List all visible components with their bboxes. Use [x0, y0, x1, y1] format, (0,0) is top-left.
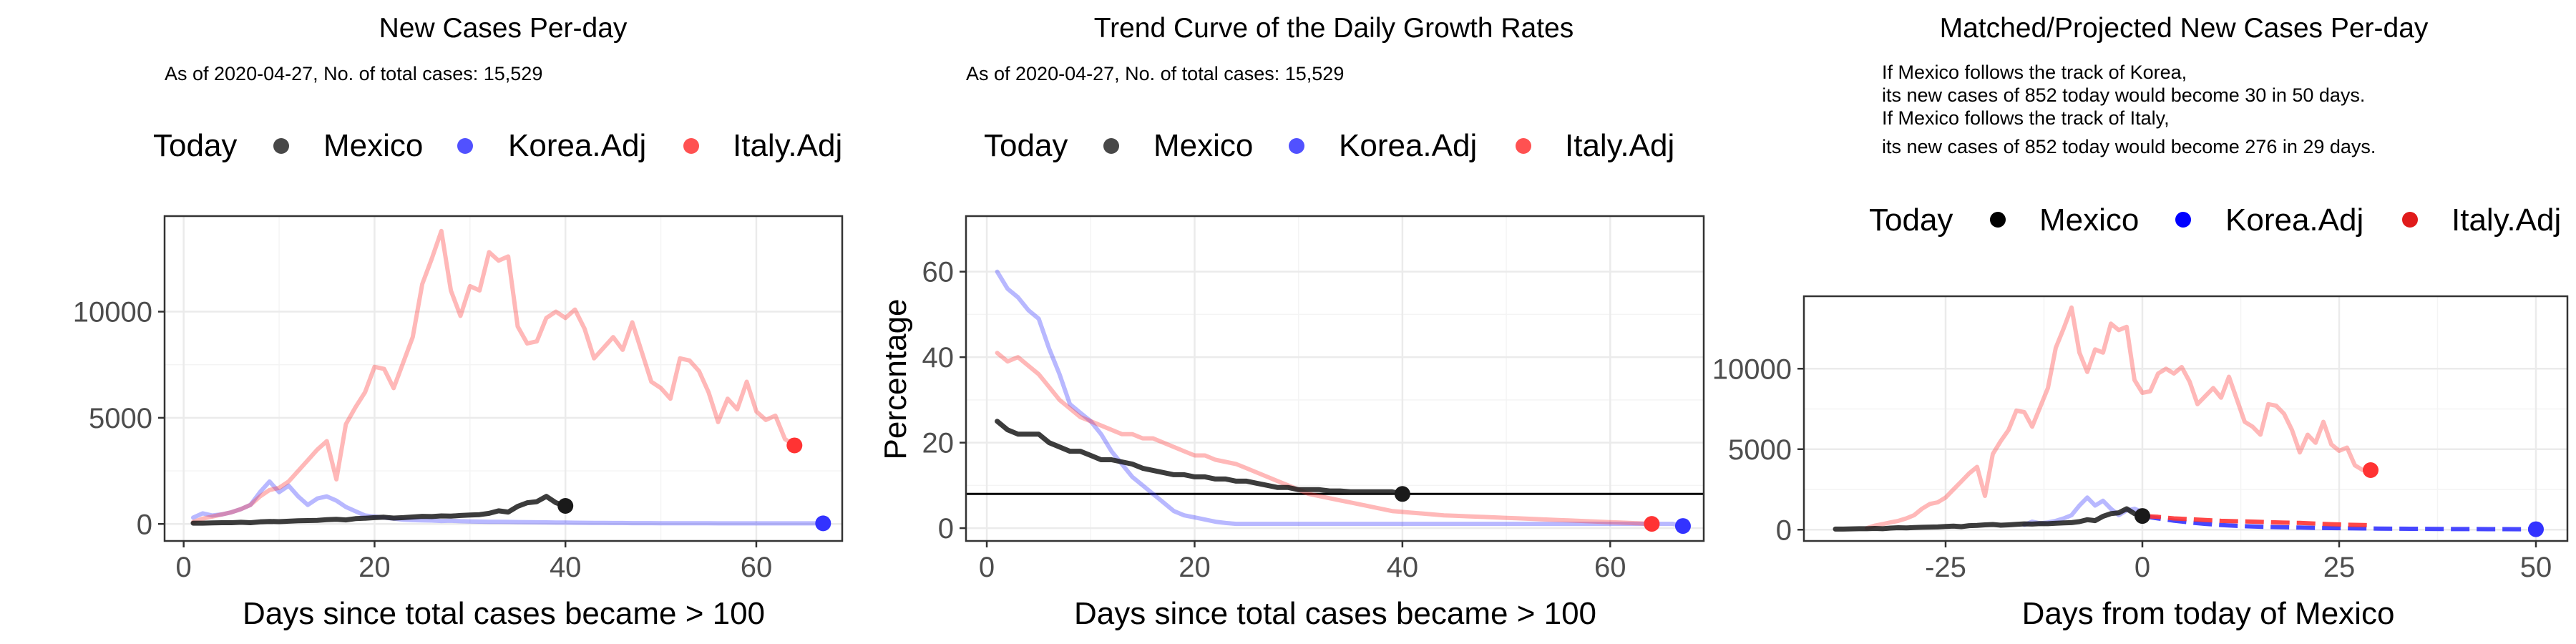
x-tick-label: 0	[176, 552, 192, 583]
x-tick-label: 60	[741, 552, 773, 583]
series-line-italy	[1865, 305, 2373, 530]
series-line-mexico	[1833, 506, 2145, 532]
legend: Today Mexico Korea.Adj Italy.Adj	[984, 128, 1674, 163]
x-tick-label: 0	[979, 552, 995, 583]
legend: Today Mexico Korea.Adj Italy.Adj	[153, 128, 842, 163]
legend-label-mexico: Mexico	[323, 128, 423, 163]
chart-subtitle-line-2: its new cases of 852 today would become …	[1882, 84, 2365, 106]
grid	[165, 216, 842, 541]
legend-key-italy	[1516, 138, 1531, 154]
series-line-italy	[191, 228, 797, 525]
y-axis: 0 5000 10000	[1712, 353, 1804, 546]
chart-title: New Cases Per-day	[379, 13, 628, 44]
today-point-italy	[1644, 516, 1660, 532]
x-tick-label: 25	[2323, 552, 2356, 583]
today-point-italy	[786, 437, 803, 454]
legend-key-korea	[1289, 138, 1304, 154]
legend-label-italy: Italy.Adj	[1565, 128, 1674, 163]
x-axis: 0 20 40 60	[176, 541, 773, 583]
y-tick-label: 5000	[1728, 434, 1792, 466]
series-line-italy-projected	[2142, 514, 2371, 527]
x-tick-label: 50	[2520, 552, 2552, 583]
today-point-korea	[2528, 521, 2544, 537]
series-line-mexico	[995, 419, 1405, 497]
y-tick-label: 20	[922, 428, 955, 459]
today-point-mexico	[2135, 508, 2150, 525]
x-tick-label: 20	[1179, 552, 1211, 583]
x-axis-title: Days since total cases became > 100	[1074, 596, 1596, 631]
legend-title: Today	[153, 128, 237, 163]
chart-title: Trend Curve of the Daily Growth Rates	[1094, 13, 1574, 44]
x-tick-label: 60	[1594, 552, 1626, 583]
chart-subtitle: As of 2020-04-27, No. of total cases: 15…	[966, 63, 1344, 84]
x-tick-label: 20	[358, 552, 391, 583]
chart-daily-growth-rates: Trend Curve of the Daily Growth Rates As…	[878, 13, 1705, 631]
legend-label-italy: Italy.Adj	[2451, 203, 2561, 238]
y-tick-label: 0	[938, 513, 954, 545]
legend-label-korea: Korea.Adj	[508, 128, 646, 163]
x-tick-label: 0	[2135, 552, 2150, 583]
x-axis: -25 0 25 50	[1925, 541, 2552, 583]
y-tick-label: 10000	[1712, 353, 1792, 385]
x-axis-title: Days from today of Mexico	[2022, 596, 2395, 631]
legend-key-italy	[683, 138, 699, 154]
y-tick-label: 10000	[73, 297, 152, 328]
today-point-mexico	[557, 497, 574, 514]
series-line-korea	[995, 269, 1685, 529]
legend-label-korea: Korea.Adj	[1339, 128, 1477, 163]
y-axis-title: Percentage	[878, 298, 913, 459]
x-tick-label: -25	[1925, 552, 1966, 583]
grid	[966, 216, 1704, 541]
x-tick-label: 40	[1387, 552, 1419, 583]
grid	[1804, 296, 2567, 541]
today-point-mexico	[1394, 486, 1410, 502]
y-axis: 0 20 40 60	[922, 257, 966, 545]
today-point-korea	[1674, 518, 1691, 535]
plot-frame	[163, 215, 844, 542]
y-axis: 0 5000 10000	[73, 297, 165, 540]
x-axis: 0 20 40 60	[979, 541, 1626, 583]
plot-frame	[965, 215, 1705, 542]
legend-key-mexico	[1103, 138, 1119, 154]
legend-key-korea	[457, 138, 473, 154]
legend-title: Today	[984, 128, 1068, 163]
series-line-korea-projected	[2142, 514, 2536, 532]
chart-title: Matched/Projected New Cases Per-day	[1940, 13, 2429, 44]
y-tick-label: 0	[1776, 514, 1792, 546]
plot-frame	[1802, 295, 2569, 542]
legend-label-korea: Korea.Adj	[2225, 203, 2363, 238]
legend-key-mexico	[273, 138, 289, 154]
y-tick-label: 0	[137, 509, 152, 540]
chart-matched-projected-cases: Matched/Projected New Cases Per-day If M…	[1712, 13, 2569, 631]
legend-key-mexico	[1990, 212, 2006, 228]
legend-key-italy	[2402, 212, 2418, 228]
today-point-korea	[815, 515, 831, 532]
y-tick-label: 40	[922, 342, 955, 374]
x-tick-label: 40	[550, 552, 582, 583]
chart-new-cases-per-day: New Cases Per-day As of 2020-04-27, No. …	[73, 13, 844, 631]
legend-label-mexico: Mexico	[2039, 203, 2139, 238]
today-point-italy	[2363, 462, 2379, 478]
legend-key-korea	[2175, 212, 2191, 228]
chart-subtitle-line-1: If Mexico follows the track of Korea,	[1882, 62, 2187, 83]
y-tick-label: 5000	[89, 403, 152, 434]
legend: Today Mexico Korea.Adj Italy.Adj	[1869, 203, 2561, 238]
legend-title: Today	[1869, 203, 1953, 238]
chart-subtitle: As of 2020-04-27, No. of total cases: 15…	[165, 63, 542, 84]
legend-label-mexico: Mexico	[1153, 128, 1253, 163]
chart-subtitle-line-3: If Mexico follows the track of Italy,	[1882, 107, 2170, 129]
series-line-korea	[191, 479, 826, 526]
x-axis-title: Days since total cases became > 100	[243, 596, 765, 631]
legend-label-italy: Italy.Adj	[733, 128, 842, 163]
chart-subtitle-line-4: its new cases of 852 today would become …	[1882, 136, 2376, 157]
y-tick-label: 60	[922, 257, 955, 288]
series-line-mexico	[190, 494, 568, 526]
series-line-italy	[995, 351, 1654, 527]
